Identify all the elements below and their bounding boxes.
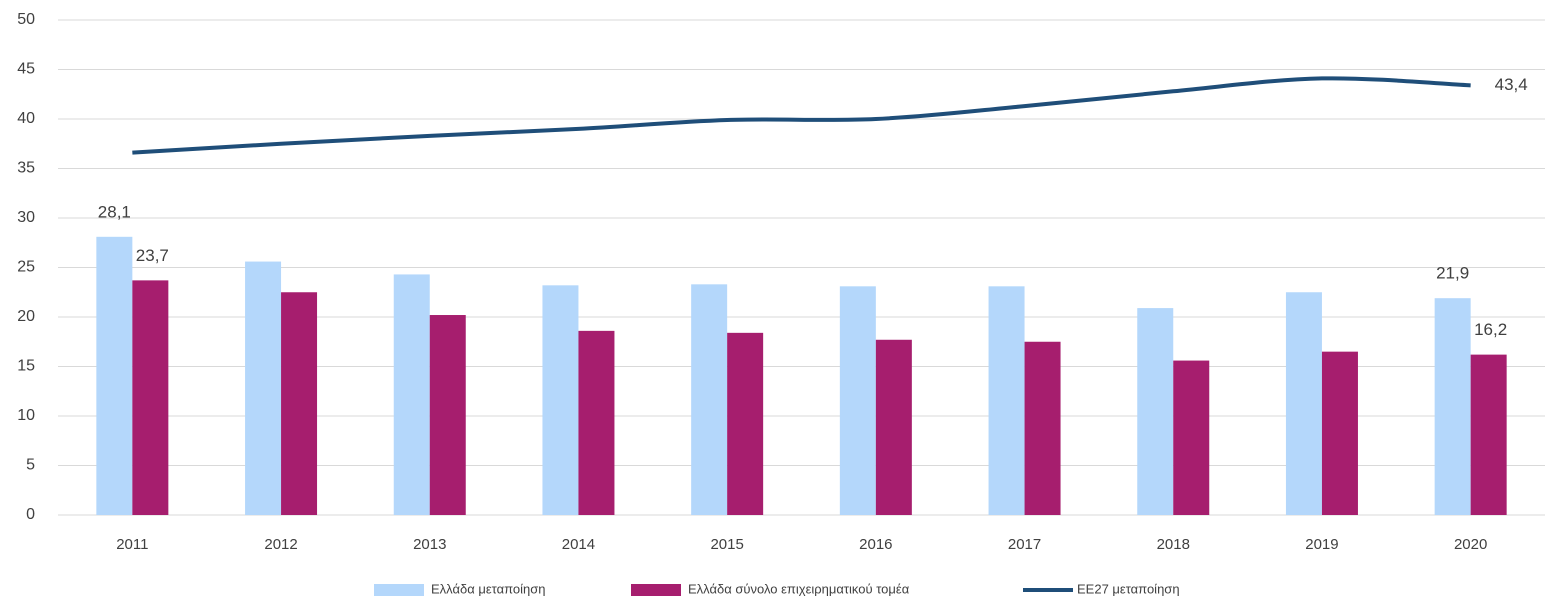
legend-swatch [631,584,681,596]
bar [245,261,282,515]
bar [691,284,728,515]
bar [988,286,1025,515]
bar [1321,351,1358,515]
x-tick-label: 2013 [413,536,446,553]
y-tick-label: 5 [26,457,35,474]
y-tick-label: 20 [17,308,35,325]
bar [542,285,579,515]
y-tick-label: 45 [17,61,35,78]
bar [727,332,764,515]
bar [1470,354,1507,515]
bar [1434,298,1471,515]
x-tick-label: 2014 [562,536,595,553]
y-tick-label: 25 [17,259,35,276]
bar [429,315,466,515]
bar [1285,292,1322,515]
data-label: 23,7 [136,246,169,265]
bar [132,280,169,515]
bar [393,274,430,515]
bar [281,292,318,515]
legend-label: ΕΕ27 μεταποίηση [1077,581,1180,596]
x-tick-label: 2019 [1305,536,1338,553]
line [132,76,1471,155]
data-label: 28,1 [98,202,131,221]
data-label: 21,9 [1436,264,1469,283]
x-tick-label: 2012 [264,536,297,553]
y-tick-label: 30 [17,209,35,226]
bar [96,236,133,515]
x-tick-label: 2017 [1008,536,1041,553]
y-tick-label: 10 [17,407,35,424]
bar [1137,308,1174,515]
bar [1173,360,1210,515]
legend-label: Ελλάδα σύνολο επιχειρηματικού τομέα [688,581,910,596]
bar [839,286,876,515]
x-tick-label: 2016 [859,536,892,553]
y-tick-label: 40 [17,110,35,127]
data-label: 16,2 [1474,320,1507,339]
y-tick-label: 50 [17,11,35,28]
y-tick-label: 15 [17,358,35,375]
bar [578,330,615,515]
x-tick-label: 2015 [710,536,743,553]
data-label: 43,4 [1495,75,1528,94]
legend-swatch [374,584,424,596]
x-tick-label: 2018 [1157,536,1190,553]
x-tick-label: 2020 [1454,536,1487,553]
y-tick-label: 35 [17,160,35,177]
x-tick-label: 2011 [116,536,148,553]
legend-label: Ελλάδα μεταποίηση [431,581,546,596]
bar [875,339,912,515]
bar [1024,341,1061,515]
y-tick-label: 0 [26,506,35,523]
